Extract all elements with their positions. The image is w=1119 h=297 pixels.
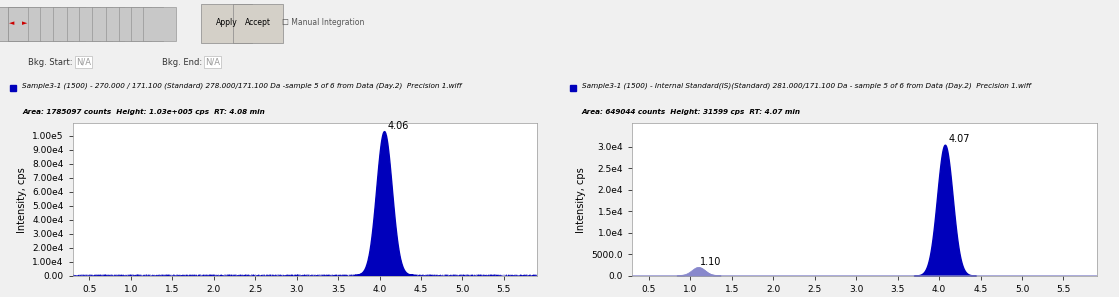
Text: ◄: ◄: [9, 20, 13, 26]
Text: Sample3-1 (1500) - Internal Standard(IS)(Standard) 281.000/171.100 Da - sample 5: Sample3-1 (1500) - Internal Standard(IS)…: [582, 82, 1031, 89]
FancyBboxPatch shape: [8, 7, 41, 41]
FancyBboxPatch shape: [28, 7, 60, 41]
Text: Apply: Apply: [216, 18, 237, 27]
Text: Sample3-1 (1500) - 270.000 / 171.100 (Standard) 278.000/171.100 Da -sample 5 of : Sample3-1 (1500) - 270.000 / 171.100 (St…: [22, 82, 462, 89]
Y-axis label: Intensity, cps: Intensity, cps: [17, 167, 27, 233]
FancyBboxPatch shape: [119, 7, 151, 41]
FancyBboxPatch shape: [233, 4, 283, 43]
FancyBboxPatch shape: [92, 7, 124, 41]
Text: 4.07: 4.07: [948, 135, 970, 144]
FancyBboxPatch shape: [53, 7, 85, 41]
Text: Accept: Accept: [245, 18, 271, 27]
Text: ►: ►: [22, 20, 27, 26]
FancyBboxPatch shape: [201, 4, 252, 43]
Text: ☐ Manual Integration: ☐ Manual Integration: [282, 18, 365, 27]
Y-axis label: Intensity, cps: Intensity, cps: [576, 167, 586, 233]
Text: N/A: N/A: [205, 58, 219, 67]
FancyBboxPatch shape: [40, 7, 73, 41]
Text: Area: 649044 counts  Height: 31599 cps  RT: 4.07 min: Area: 649044 counts Height: 31599 cps RT…: [582, 108, 801, 115]
Text: Bkg. Start:: Bkg. Start:: [28, 58, 73, 67]
FancyBboxPatch shape: [0, 7, 28, 41]
Text: 1.10: 1.10: [700, 257, 722, 266]
FancyBboxPatch shape: [79, 7, 112, 41]
FancyBboxPatch shape: [106, 7, 139, 41]
FancyBboxPatch shape: [67, 7, 100, 41]
Text: 4.06: 4.06: [388, 121, 410, 131]
Text: Bkg. End:: Bkg. End:: [162, 58, 203, 67]
FancyBboxPatch shape: [143, 7, 176, 41]
Text: N/A: N/A: [76, 58, 91, 67]
FancyBboxPatch shape: [131, 7, 163, 41]
Text: Area: 1785097 counts  Height: 1.03e+005 cps  RT: 4.08 min: Area: 1785097 counts Height: 1.03e+005 c…: [22, 108, 265, 115]
